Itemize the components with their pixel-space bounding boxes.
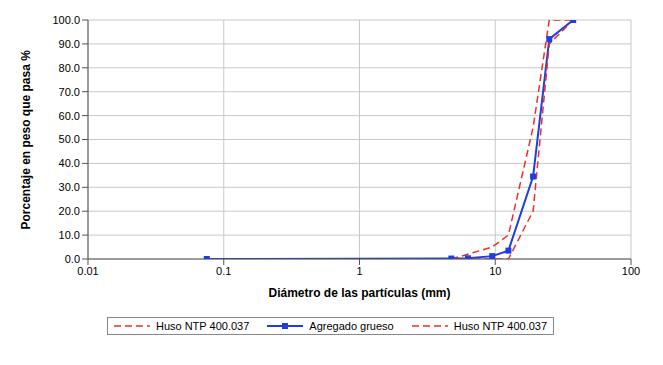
svg-text:30.0: 30.0 [59, 181, 80, 193]
svg-text:70.0: 70.0 [59, 86, 80, 98]
svg-text:Diámetro de las partículas (mm: Diámetro de las partículas (mm) [268, 286, 450, 300]
html-text:Huso NTP 400.037: Huso NTP 400.037 [453, 320, 548, 332]
svg-text:60.0: 60.0 [59, 110, 80, 122]
html-text:Agregado grueso: Agregado grueso [309, 320, 394, 332]
svg-text:10: 10 [489, 265, 501, 277]
svg-text:90.0: 90.0 [59, 38, 80, 50]
svg-text:Porcentaje en peso que pasa %: Porcentaje en peso que pasa % [19, 50, 33, 230]
svg-text:1: 1 [356, 265, 362, 277]
svg-text:0.1: 0.1 [216, 265, 231, 277]
svg-text:50.0: 50.0 [59, 133, 80, 145]
svg-text:0.0: 0.0 [65, 253, 80, 265]
html-text:Huso NTP 400.037: Huso NTP 400.037 [155, 320, 250, 332]
svg-text:100.0: 100.0 [52, 14, 80, 26]
svg-text:20.0: 20.0 [59, 205, 80, 217]
svg-text:40.0: 40.0 [59, 157, 80, 169]
svg-text:10.0: 10.0 [59, 229, 80, 241]
svg-text:100: 100 [622, 265, 640, 277]
svg-text:0.01: 0.01 [77, 265, 98, 277]
svg-text:80.0: 80.0 [59, 62, 80, 74]
